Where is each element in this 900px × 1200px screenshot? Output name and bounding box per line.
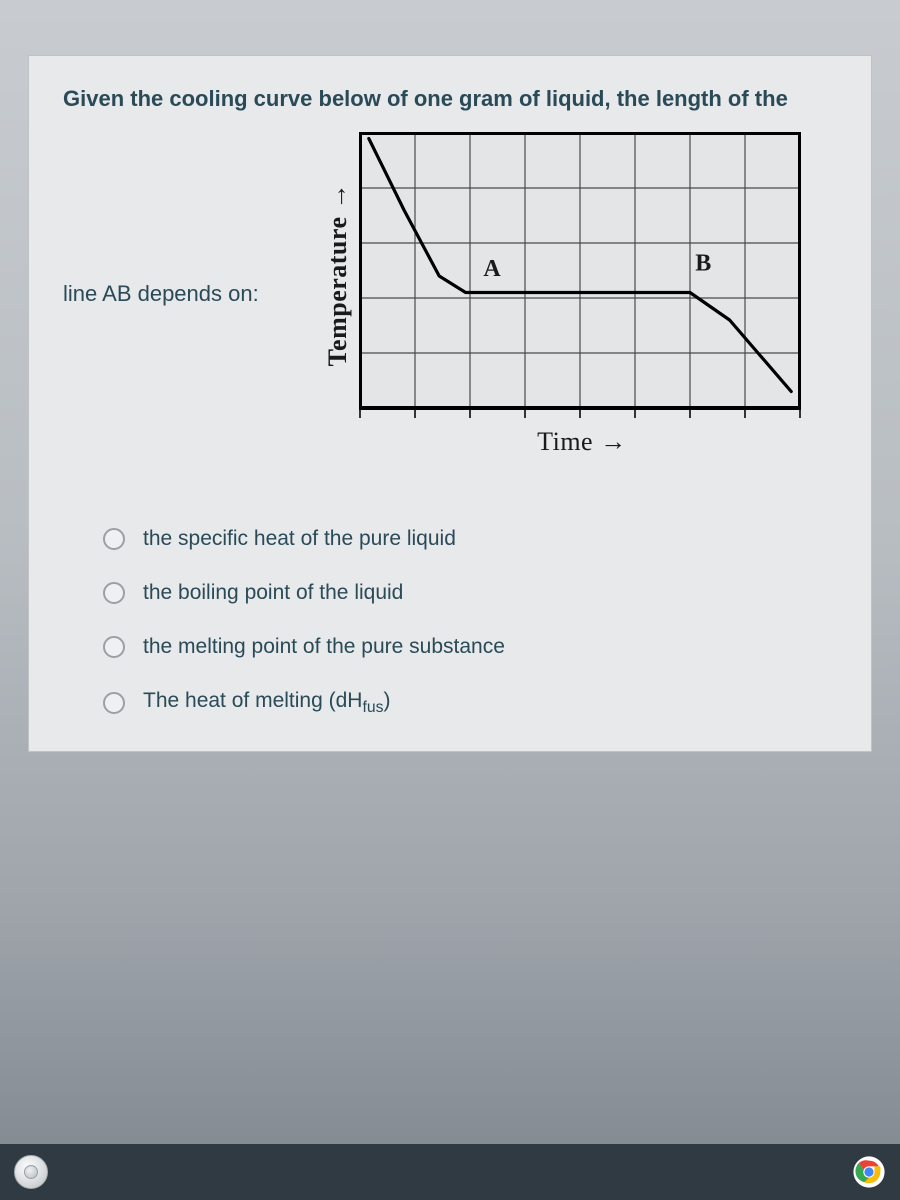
start-button[interactable] <box>14 1155 48 1189</box>
x-axis-label: Time → <box>497 427 626 457</box>
radio-button[interactable] <box>103 636 125 658</box>
radio-button[interactable] <box>103 692 125 714</box>
answer-option[interactable]: the melting point of the pure substance <box>103 635 837 659</box>
chart-container: Temperature → AB Time → <box>287 132 837 457</box>
cooling-curve-chart: AB <box>359 132 801 419</box>
answer-option[interactable]: the boiling point of the liquid <box>103 581 837 605</box>
start-icon <box>24 1165 38 1179</box>
chart-horizontal-group: Temperature → AB <box>323 132 801 419</box>
answer-list: the specific heat of the pure liquid the… <box>103 527 837 717</box>
question-stem-text: line AB depends on: <box>63 281 259 307</box>
answer-label[interactable]: the boiling point of the liquid <box>143 581 403 605</box>
svg-text:A: A <box>483 256 501 282</box>
radio-button[interactable] <box>103 582 125 604</box>
answer-option[interactable]: The heat of melting (dHfus) <box>103 689 837 717</box>
radio-button[interactable] <box>103 528 125 550</box>
answer-option[interactable]: the specific heat of the pure liquid <box>103 527 837 551</box>
chart-block: Temperature → AB Time → <box>323 132 801 457</box>
question-mid-row: line AB depends on: Temperature → AB Tim… <box>63 132 837 457</box>
question-card: Given the cooling curve below of one gra… <box>28 55 872 752</box>
answer-label[interactable]: the melting point of the pure substance <box>143 635 505 659</box>
chrome-icon[interactable] <box>852 1155 886 1189</box>
y-axis-label: Temperature → <box>323 183 353 366</box>
question-intro-text: Given the cooling curve below of one gra… <box>63 84 837 114</box>
answer-label[interactable]: the specific heat of the pure liquid <box>143 527 456 551</box>
taskbar <box>0 1144 900 1200</box>
answer-label[interactable]: The heat of melting (dHfus) <box>143 689 390 717</box>
svg-text:B: B <box>695 250 711 276</box>
